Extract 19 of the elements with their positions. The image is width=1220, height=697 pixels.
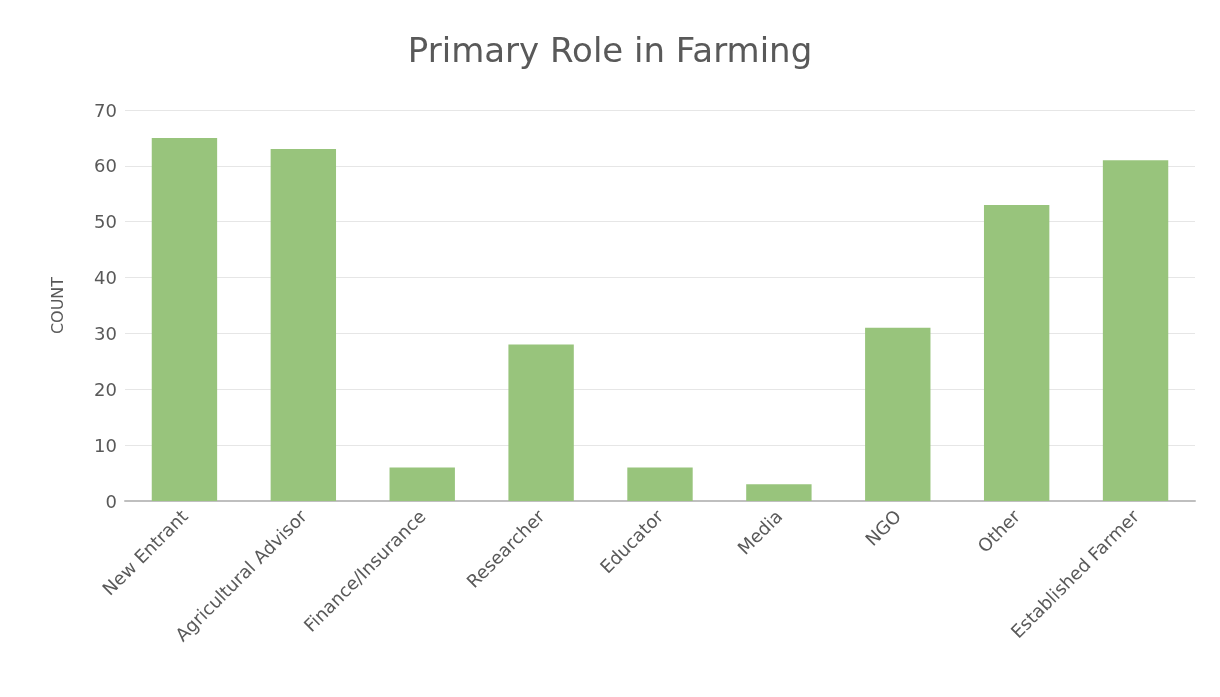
bar [865, 327, 931, 501]
y-axis-title: COUNT [47, 276, 67, 335]
bar [270, 149, 337, 501]
bar [627, 467, 693, 501]
bar [746, 484, 812, 501]
y-tick-label: 20 [94, 378, 117, 400]
bar [983, 204, 1050, 501]
y-tick-label: 50 [94, 211, 117, 233]
y-tick-label: 70 [94, 99, 117, 121]
bar [151, 137, 218, 501]
y-tick-label: 0 [105, 490, 117, 512]
bar [1102, 160, 1169, 501]
chart-title: Primary Role in Farming [407, 30, 813, 70]
y-tick-label: 10 [94, 434, 117, 456]
bar [389, 467, 455, 501]
y-tick-label: 60 [94, 155, 117, 177]
bar [508, 344, 574, 501]
y-tick-label: 30 [94, 322, 117, 344]
y-tick-label: 40 [94, 267, 117, 289]
